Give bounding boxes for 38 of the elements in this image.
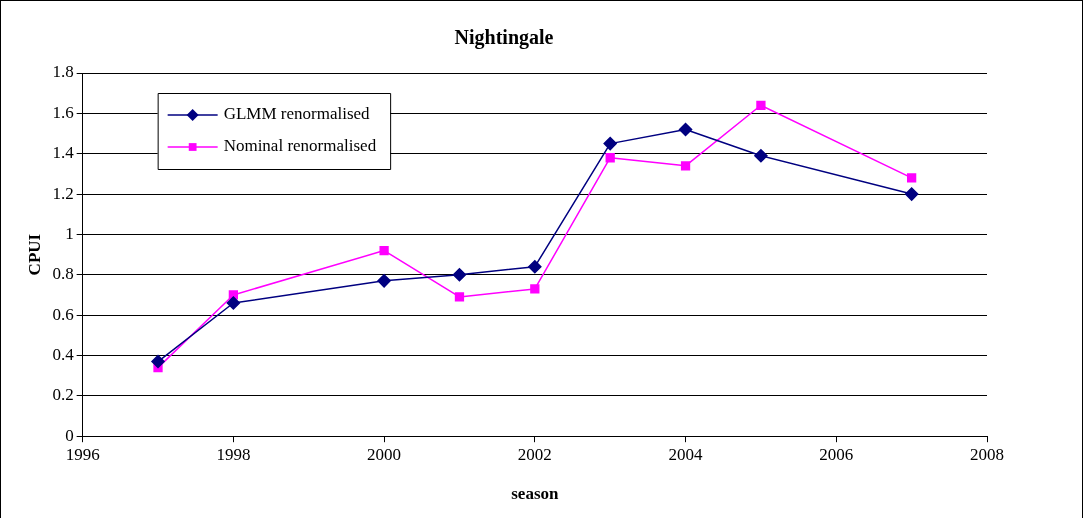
x-axis-title: season <box>511 484 559 504</box>
x-tick-label: 1996 <box>65 444 100 464</box>
y-tick-label: 1 <box>65 223 74 243</box>
point <box>379 245 389 256</box>
y-tick-label: 0 <box>65 425 74 445</box>
point <box>452 268 467 282</box>
chart-title: Nightingale <box>454 26 554 50</box>
legend-label: GLMM renormalised <box>223 104 371 124</box>
point <box>756 100 766 110</box>
point <box>754 148 768 163</box>
x-tick-label: 2000 <box>367 444 402 464</box>
point <box>904 187 919 201</box>
point <box>680 161 691 171</box>
x-tick-label: 2008 <box>970 444 1004 464</box>
point <box>454 292 465 302</box>
y-tick-label: 0.2 <box>52 385 74 405</box>
point <box>528 259 542 274</box>
y-axis-title: CPUI <box>24 233 44 276</box>
point <box>226 296 241 310</box>
point <box>603 136 617 151</box>
point <box>377 274 391 288</box>
x-tick-label: 2006 <box>819 444 854 464</box>
y-tick-label: 1.8 <box>52 62 74 82</box>
y-tick-label: 1.6 <box>52 102 74 122</box>
y-tick-label: 1.2 <box>52 183 74 203</box>
y-tick-label: 0.6 <box>52 304 74 324</box>
point <box>907 173 917 183</box>
point <box>530 284 540 294</box>
y-tick-label: 1.4 <box>52 143 75 163</box>
point <box>678 122 693 137</box>
point <box>605 153 615 163</box>
y-tick-label: 0.8 <box>52 264 74 284</box>
x-tick-label: 2002 <box>517 444 552 464</box>
point <box>151 354 165 369</box>
legend-label: Nominal renormalised <box>223 136 377 156</box>
x-tick-label: 2004 <box>668 444 704 464</box>
x-tick-label: 1998 <box>216 444 251 464</box>
y-tick-label: 0.4 <box>52 344 75 364</box>
